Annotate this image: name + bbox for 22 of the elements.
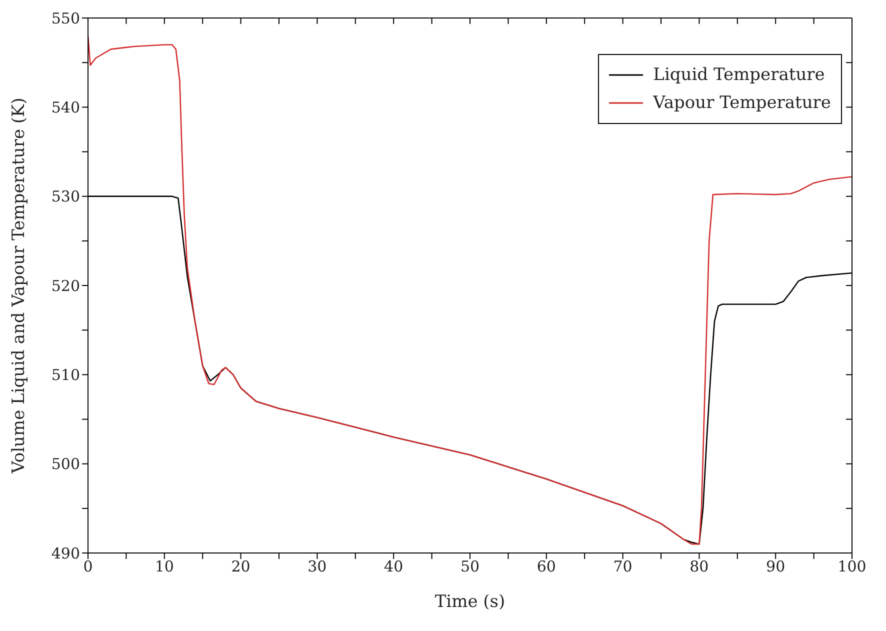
- y-tick-label: 540: [51, 98, 80, 116]
- x-tick-label: 20: [231, 558, 250, 576]
- x-axis-title: Time (s): [434, 592, 506, 612]
- legend-label: Liquid Temperature: [653, 64, 825, 87]
- x-tick-label: 30: [308, 558, 327, 576]
- x-tick-label: 10: [154, 558, 174, 576]
- y-tick-label: 520: [51, 276, 80, 295]
- x-tick-label: 70: [613, 558, 632, 576]
- legend-label: Vapour Temperature: [653, 92, 831, 115]
- x-tick-label: 90: [766, 558, 786, 576]
- x-tick-label: 100: [838, 558, 866, 576]
- x-tick-label: 60: [536, 558, 556, 576]
- y-tick-label: 500: [51, 455, 80, 474]
- y-tick-label: 530: [51, 188, 80, 206]
- x-tick-label: 50: [460, 558, 480, 576]
- x-tick-label: 80: [690, 558, 709, 576]
- x-tick-label: 40: [384, 558, 404, 576]
- y-tick-label: 510: [51, 366, 80, 384]
- x-tick-label: 0: [83, 558, 93, 576]
- y-tick-label: 490: [51, 544, 80, 562]
- y-axis-title: Volume Liquid and Vapour Temperature (K): [9, 98, 30, 474]
- y-tick-label: 550: [51, 9, 80, 28]
